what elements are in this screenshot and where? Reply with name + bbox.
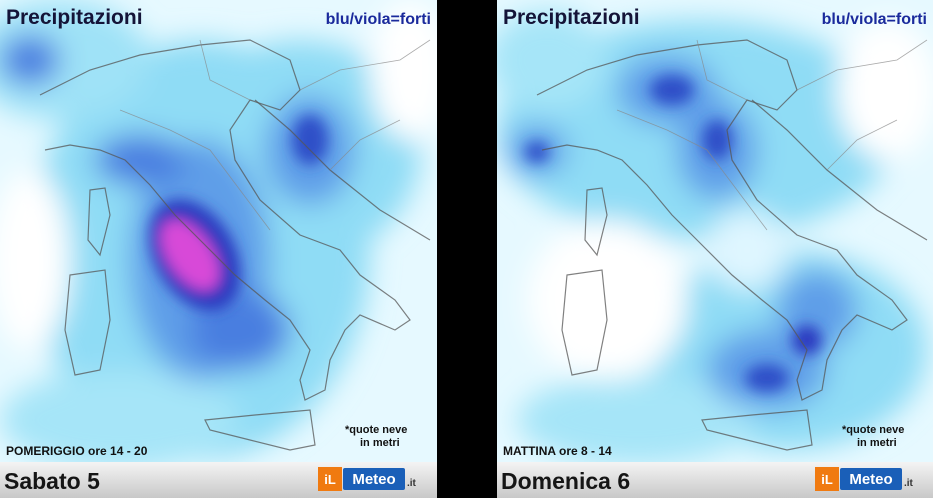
logo-box xyxy=(318,467,342,491)
logo-tld: .it xyxy=(904,478,914,489)
day: Domenica 6 xyxy=(501,468,630,494)
logo-box xyxy=(840,468,902,490)
snow-note: *quote neve xyxy=(842,424,904,436)
period: MATTINA ore 8 - 14 xyxy=(503,444,612,458)
map-title: Precipitazioni xyxy=(6,6,143,29)
logo-meteo: Meteo xyxy=(352,471,395,488)
logo-il: iL xyxy=(324,472,336,487)
map-panel: Precipitazioni blu/viola=forti MATTINA o… xyxy=(497,0,933,498)
logo-box xyxy=(815,467,839,491)
logo-meteo: Meteo xyxy=(849,471,892,488)
period: POMERIGGIO ore 14 - 20 xyxy=(6,444,148,458)
map xyxy=(0,0,437,462)
map-title: Precipitazioni xyxy=(503,6,640,29)
snow-note: *quote neve xyxy=(345,424,407,436)
logo-box xyxy=(343,468,405,490)
map xyxy=(497,0,933,462)
snow-note: in metri xyxy=(360,437,400,449)
map-panel: Precipitazioni blu/viola=forti POMERIGGI… xyxy=(0,0,437,498)
legend: blu/viola=forti xyxy=(326,11,431,28)
logo-tld: .it xyxy=(407,478,417,489)
logo: iL Meteo .it xyxy=(318,467,417,491)
logo-il: iL xyxy=(821,472,833,487)
separator xyxy=(437,0,497,498)
logo: iL Meteo .it xyxy=(815,467,914,491)
legend: blu/viola=forti xyxy=(822,11,927,28)
day: Sabato 5 xyxy=(4,468,100,494)
snow-note: in metri xyxy=(857,437,897,449)
